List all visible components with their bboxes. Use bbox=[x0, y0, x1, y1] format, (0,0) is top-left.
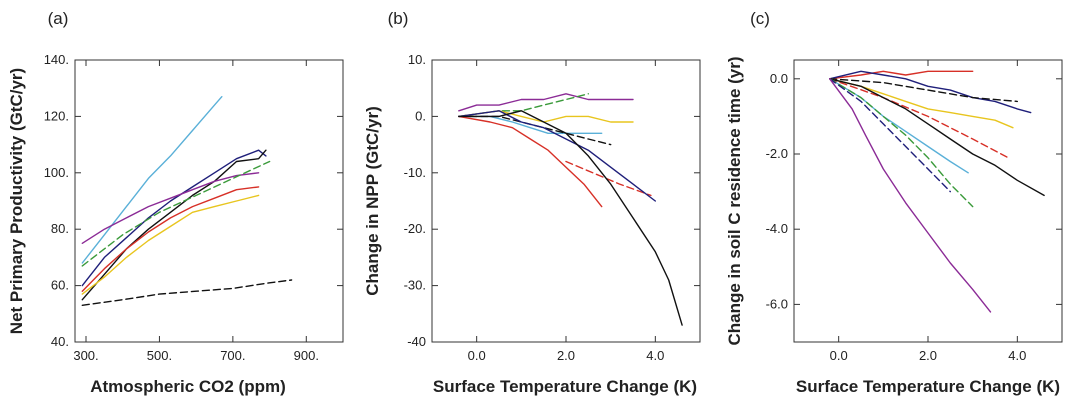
x-tick-label: 2.0 bbox=[919, 348, 937, 363]
panel-label: (b) bbox=[388, 9, 409, 28]
plot-frame bbox=[793, 59, 1063, 343]
series-line-4 bbox=[458, 115, 603, 135]
panel-b: (b) 0.0 2.0 4.0 10. 0. -10. -20. -30. -40 Surface … bbox=[363, 9, 701, 396]
y-axis-title: Change in NPP (GtC/yr) bbox=[363, 106, 382, 296]
series-line-3 bbox=[81, 149, 267, 301]
x-axis-title: Surface Temperature Change (K) bbox=[433, 377, 697, 396]
y-axis-title: Net Primary Productivity (GtC/yr) bbox=[7, 68, 26, 334]
series-line-2 bbox=[81, 149, 267, 287]
y-tick-label: -10. bbox=[404, 165, 426, 180]
y-tick-label: 80. bbox=[51, 221, 69, 236]
y-tick-label: 100. bbox=[44, 165, 69, 180]
series-line-4 bbox=[81, 172, 260, 245]
series-line-10 bbox=[829, 78, 992, 313]
y-tick-label: 40. bbox=[51, 334, 69, 349]
x-tick-label: 4.0 bbox=[646, 348, 664, 363]
y-tick-label: 60. bbox=[51, 278, 69, 293]
x-axis-title: Atmospheric CO2 (ppm) bbox=[90, 377, 286, 396]
x-axis-title: Surface Temperature Change (K) bbox=[796, 377, 1060, 396]
x-tick-label: 900. bbox=[294, 348, 319, 363]
x-tick-label: 500. bbox=[147, 348, 172, 363]
series-line-6 bbox=[829, 78, 1045, 197]
series-line-5 bbox=[829, 78, 1010, 159]
series-line-4 bbox=[829, 78, 1014, 129]
y-tick-label: 120. bbox=[44, 108, 69, 123]
y-tick-label: -2.0 bbox=[766, 146, 788, 161]
x-tick-label: 0.0 bbox=[468, 348, 486, 363]
series-line-1 bbox=[81, 95, 223, 264]
series-line-8 bbox=[458, 110, 656, 202]
x-tick-label: 4.0 bbox=[1008, 348, 1026, 363]
y-tick-label: -20. bbox=[404, 221, 426, 236]
series-line-6 bbox=[81, 186, 260, 292]
series-line-7 bbox=[81, 194, 260, 295]
series-line-8 bbox=[829, 78, 974, 208]
panel-label: (a) bbox=[48, 9, 69, 28]
panel-label: (c) bbox=[750, 9, 770, 28]
series-line-1 bbox=[829, 70, 974, 80]
y-tick-label: 10. bbox=[408, 52, 426, 67]
y-axis-title: Change in soil C residence time (yr) bbox=[725, 56, 744, 345]
plot-frame bbox=[74, 59, 344, 343]
series-line-2 bbox=[829, 70, 1032, 114]
panel-a: (a) 300. 500. 700. 900. 40. 60. 80. 100. 120. 140.… bbox=[7, 9, 344, 396]
series-line-9 bbox=[458, 110, 683, 326]
series-line-3 bbox=[458, 110, 634, 123]
series-line-3 bbox=[829, 78, 1018, 103]
y-tick-label: 140. bbox=[44, 52, 69, 67]
x-tick-label: 700. bbox=[220, 348, 245, 363]
series-line-9 bbox=[829, 78, 951, 193]
y-tick-label: 0. bbox=[415, 108, 426, 123]
series-line-8 bbox=[81, 279, 293, 306]
panel-c: (c) 0.0 2.0 4.0 0.0 -2.0 -4.0 -6.0 Surface Tempe… bbox=[725, 9, 1063, 396]
y-tick-label: -40 bbox=[407, 334, 426, 349]
y-tick-label: -6.0 bbox=[766, 296, 788, 311]
y-tick-label: -30. bbox=[404, 278, 426, 293]
series-line-1 bbox=[458, 93, 634, 112]
plot-frame bbox=[431, 59, 701, 343]
x-tick-label: 300. bbox=[73, 348, 98, 363]
x-tick-label: 0.0 bbox=[830, 348, 848, 363]
y-tick-label: 0.0 bbox=[770, 71, 788, 86]
series-line-5 bbox=[81, 160, 271, 267]
series-line-6 bbox=[458, 115, 603, 208]
x-tick-label: 2.0 bbox=[557, 348, 575, 363]
y-tick-label: -4.0 bbox=[766, 221, 788, 236]
